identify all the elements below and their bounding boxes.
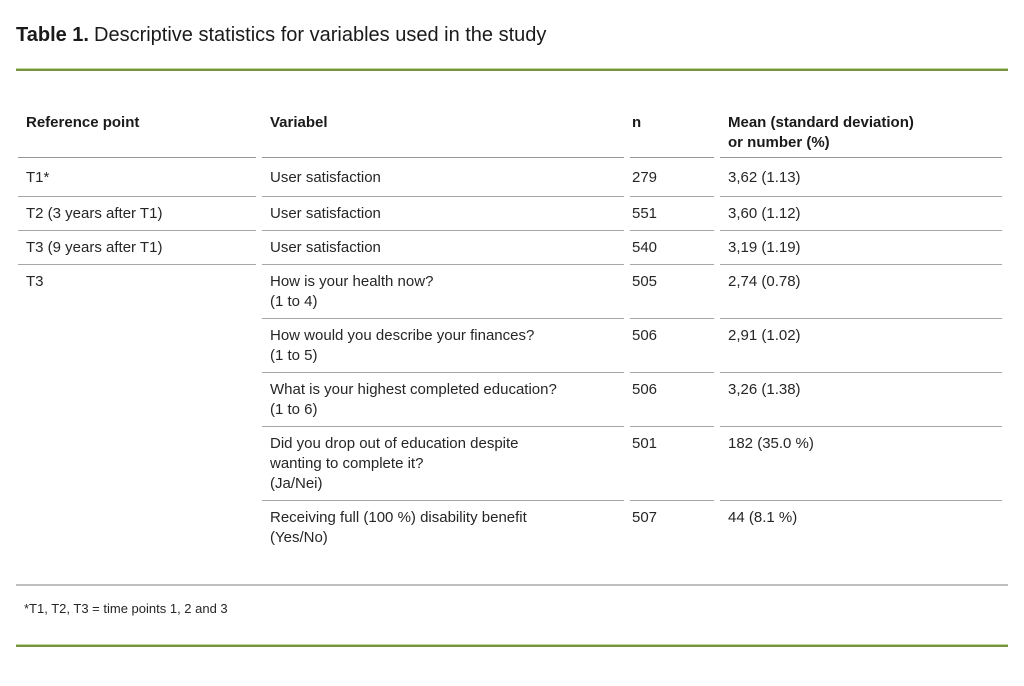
- table-row: T2 (3 years after T1) User satisfaction 55…: [18, 197, 1002, 231]
- top-rule: [16, 68, 1008, 71]
- page: Table 1. Descriptive statistics for varia…: [0, 22, 1024, 647]
- value-cell: 3,19 (1.19): [720, 231, 1002, 265]
- table-row: What is your highest completed education…: [18, 373, 1002, 427]
- table-caption: Table 1. Descriptive statistics for varia…: [16, 22, 1008, 48]
- value-cell: 2,74 (0.78): [720, 265, 1002, 319]
- header-row: Reference point Variabel n Mean (standar…: [18, 107, 1002, 158]
- table-row: How would you describe your finances? (1…: [18, 319, 1002, 373]
- column-header-reference-point: Reference point: [18, 107, 256, 158]
- n-cell: 540: [630, 231, 714, 265]
- value-cell: 182 (35.0 %): [720, 427, 1002, 501]
- reference-point-cell: T3: [26, 273, 44, 290]
- caption-label: Table 1.: [16, 24, 89, 46]
- reference-point-cell: T3 (9 years after T1): [18, 231, 256, 265]
- n-cell: 551: [630, 197, 714, 231]
- n-cell: 279: [630, 158, 714, 197]
- table-row: Receiving full (100 %) disability benefi…: [18, 501, 1002, 584]
- variable-cell: How would you describe your finances? (1…: [262, 319, 624, 373]
- column-header-variabel: Variabel: [262, 107, 624, 158]
- variable-cell: User satisfaction: [262, 158, 624, 197]
- table-body: T1* User satisfaction 279 3,62 (1.13) T2 (3 …: [18, 158, 1002, 584]
- reference-point-cell: T2 (3 years after T1): [18, 197, 256, 231]
- n-cell: 506: [630, 319, 714, 373]
- variable-cell: User satisfaction: [262, 197, 624, 231]
- table-row: Did you drop out of education despite wa…: [18, 427, 1002, 501]
- n-cell: 506: [630, 373, 714, 427]
- table-row: T1* User satisfaction 279 3,62 (1.13): [18, 158, 1002, 197]
- n-cell: 501: [630, 427, 714, 501]
- caption-text: Descriptive statistics for variables use…: [94, 24, 547, 46]
- table-bottom-rule: [16, 584, 1008, 586]
- value-cell: 3,62 (1.13): [720, 158, 1002, 197]
- n-cell: 505: [630, 265, 714, 319]
- column-header-n: n: [630, 107, 714, 158]
- value-cell: 3,60 (1.12): [720, 197, 1002, 231]
- variable-cell: How is your health now? (1 to 4): [262, 265, 624, 319]
- stats-table: Reference point Variabel n Mean (standar…: [12, 107, 1008, 584]
- variable-cell: Receiving full (100 %) disability benefi…: [270, 509, 527, 546]
- reference-point-cell: T1*: [18, 158, 256, 197]
- value-cell: 3,26 (1.38): [720, 373, 1002, 427]
- footnote: *T1, T2, T3 = time points 1, 2 and 3: [24, 601, 228, 616]
- table-row: T3 How is your health now? (1 to 4) 505 2,7…: [18, 265, 1002, 319]
- variable-cell: Did you drop out of education despite wa…: [262, 427, 624, 501]
- variable-cell: What is your highest completed education…: [262, 373, 624, 427]
- value-cell: 2,91 (1.02): [720, 319, 1002, 373]
- table-row: T3 (9 years after T1) User satisfaction 54…: [18, 231, 1002, 265]
- column-header-mean: Mean (standard deviation) or number (%): [720, 107, 1002, 158]
- value-cell: 44 (8.1 %): [728, 509, 798, 526]
- n-cell: 507: [632, 509, 658, 526]
- variable-cell: User satisfaction: [262, 231, 624, 265]
- bottom-rule: [16, 644, 1008, 647]
